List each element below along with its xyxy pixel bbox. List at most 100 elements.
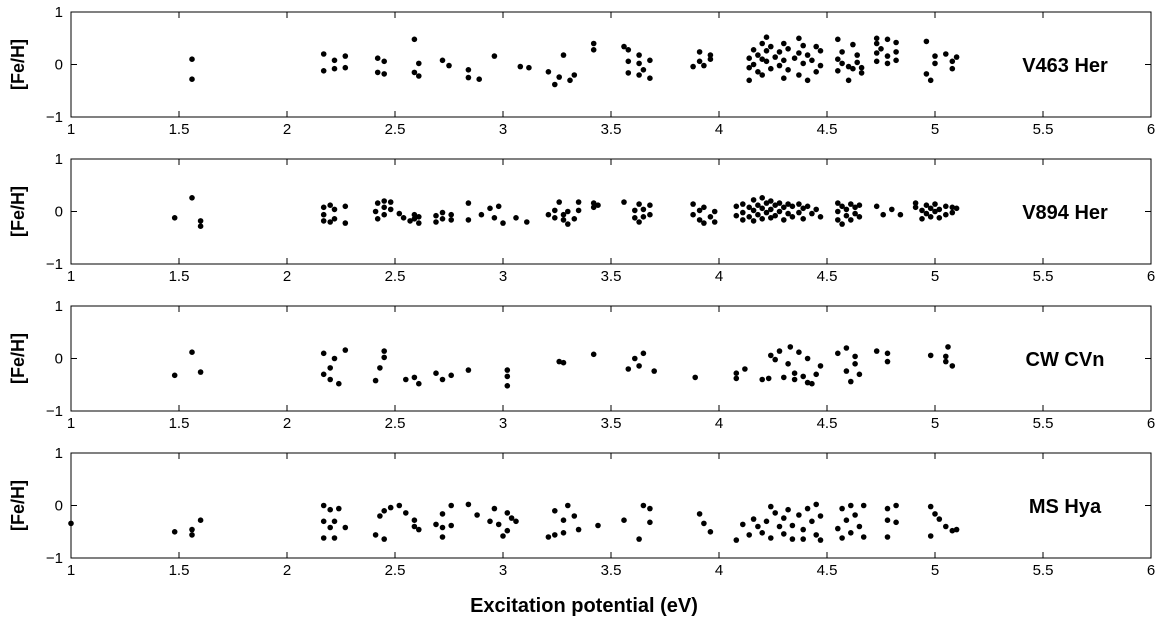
data-point xyxy=(884,60,891,67)
data-point xyxy=(647,505,653,512)
y-tick-label: 1 xyxy=(55,445,63,462)
data-point xyxy=(327,365,334,371)
data-point xyxy=(804,203,811,210)
data-point xyxy=(873,35,880,42)
data-point xyxy=(953,526,960,533)
data-point xyxy=(320,68,327,74)
data-point xyxy=(845,63,852,70)
data-point xyxy=(640,206,647,213)
data-point xyxy=(320,218,327,224)
data-point xyxy=(517,63,524,70)
data-point xyxy=(197,218,204,224)
data-point xyxy=(740,521,746,528)
star-label: CW CVn xyxy=(1026,349,1105,371)
data-point xyxy=(789,536,796,542)
data-point xyxy=(189,526,195,533)
data-point xyxy=(636,52,642,58)
data-point xyxy=(396,210,403,217)
star-label: V463 Her xyxy=(1022,55,1108,77)
data-point xyxy=(336,380,342,387)
data-point xyxy=(932,60,938,67)
data-point xyxy=(848,530,854,536)
y-axis-label: [Fe/H] xyxy=(8,186,28,237)
panel-frame xyxy=(70,452,1152,559)
data-point xyxy=(372,377,379,384)
data-point xyxy=(707,56,714,62)
x-tick-label: 2 xyxy=(283,121,291,138)
data-point xyxy=(943,353,949,360)
y-tick-label: −1 xyxy=(46,550,63,567)
data-point xyxy=(696,217,703,223)
data-point xyxy=(189,349,195,356)
data-point xyxy=(781,57,787,64)
data-point xyxy=(893,502,899,509)
data-point xyxy=(759,56,765,62)
data-point xyxy=(560,52,567,58)
data-point xyxy=(763,58,770,65)
data-point xyxy=(927,533,934,539)
data-point xyxy=(848,502,854,509)
y-axis-label: [Fe/H] xyxy=(8,39,28,90)
data-point xyxy=(636,60,642,67)
data-point xyxy=(800,526,806,533)
data-point xyxy=(785,506,791,513)
x-tick-label: 2.5 xyxy=(385,415,406,432)
data-point xyxy=(796,209,802,216)
data-point xyxy=(411,69,418,76)
y-tick-label: 0 xyxy=(55,57,63,74)
data-point xyxy=(800,205,806,212)
data-point xyxy=(621,517,627,523)
data-point xyxy=(884,358,891,365)
x-tick-label: 3.5 xyxy=(601,268,622,285)
data-point xyxy=(465,501,472,508)
data-point xyxy=(893,39,899,46)
data-point xyxy=(796,72,802,78)
data-point xyxy=(755,211,761,218)
data-point xyxy=(858,64,865,71)
data-point xyxy=(787,344,794,350)
data-point xyxy=(873,58,880,65)
x-tick-label: 3 xyxy=(499,121,507,138)
data-point xyxy=(785,46,791,52)
data-point xyxy=(621,199,627,205)
data-point xyxy=(552,532,558,538)
data-point xyxy=(487,518,493,525)
data-point xyxy=(487,205,493,212)
data-point xyxy=(740,201,746,207)
data-point xyxy=(785,210,791,217)
data-point xyxy=(508,515,515,521)
data-point xyxy=(953,54,960,60)
data-point xyxy=(781,515,787,521)
x-tick-label: 5.5 xyxy=(1033,415,1054,432)
x-tick-label: 4.5 xyxy=(817,562,838,579)
data-point xyxy=(768,43,774,50)
data-point xyxy=(565,221,571,227)
y-tick-label: 0 xyxy=(55,351,63,368)
x-tick-label: 2 xyxy=(283,415,291,432)
data-point xyxy=(374,55,381,61)
data-point xyxy=(342,203,349,210)
data-point xyxy=(416,220,422,226)
data-point xyxy=(320,535,327,541)
data-point xyxy=(342,524,349,531)
x-tick-label: 6 xyxy=(1147,268,1155,285)
data-point xyxy=(848,201,854,207)
data-point xyxy=(856,371,863,378)
data-point xyxy=(342,64,349,71)
data-point xyxy=(776,49,783,55)
panel-3: 1 1.5 2 2.5 3 3.5 4 4.5 5 5.5 6 −1 0 1 [Fe/H] CW CVn xyxy=(8,298,1155,432)
x-axis-label: Excitation potential (eV) xyxy=(470,595,698,617)
data-point xyxy=(953,205,960,212)
data-point xyxy=(189,56,195,62)
data-point xyxy=(491,215,498,221)
data-point xyxy=(189,76,195,82)
data-point xyxy=(556,74,562,80)
data-point xyxy=(893,57,899,64)
data-point xyxy=(374,216,381,222)
data-point xyxy=(491,53,498,59)
data-point xyxy=(781,374,787,381)
data-point xyxy=(932,208,938,215)
data-point xyxy=(696,511,703,517)
data-point xyxy=(733,370,740,377)
data-point xyxy=(381,198,388,204)
